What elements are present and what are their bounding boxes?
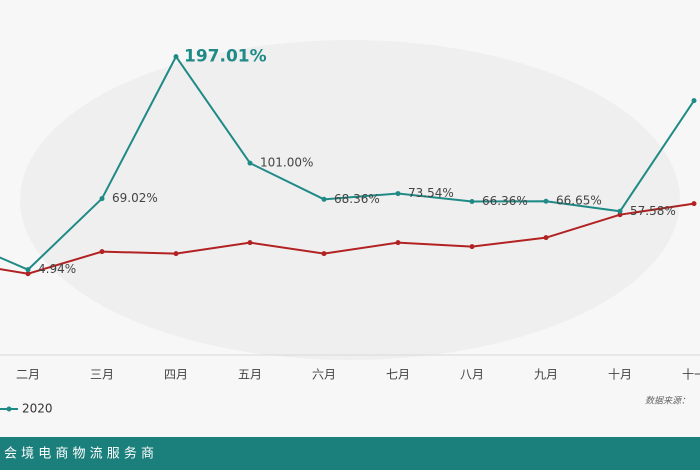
data-point xyxy=(543,198,549,204)
data-point xyxy=(173,54,179,60)
x-tick-label: 三月 xyxy=(90,368,114,382)
data-point xyxy=(691,98,697,104)
banner xyxy=(0,437,700,470)
data-point xyxy=(173,251,179,257)
map-background xyxy=(20,40,680,360)
data-point xyxy=(99,249,105,255)
x-tick-label: 八月 xyxy=(460,368,484,382)
x-tick-label: 十一 xyxy=(682,368,700,382)
value-label: 101.00% xyxy=(260,156,313,170)
value-label: 69.02% xyxy=(112,191,158,205)
data-point xyxy=(321,196,327,202)
x-tick-label: 六月 xyxy=(312,368,336,382)
data-point xyxy=(247,240,253,246)
data-point xyxy=(247,160,253,166)
source-note: 数据来源： xyxy=(645,396,690,407)
value-label: 57.58% xyxy=(630,204,676,218)
legend-swatch xyxy=(6,406,12,412)
banner-text: 会 境 电 商 物 流 服 务 商 xyxy=(4,446,154,462)
data-point xyxy=(25,271,31,277)
data-point xyxy=(469,199,475,205)
legend-label: 2020 xyxy=(22,402,53,416)
data-point xyxy=(469,244,475,250)
data-point xyxy=(321,251,327,257)
data-point xyxy=(617,208,623,214)
x-tick-label: 五月 xyxy=(238,368,262,382)
data-point xyxy=(543,235,549,241)
data-point xyxy=(99,196,105,202)
data-point xyxy=(395,240,401,246)
data-point xyxy=(691,201,697,207)
x-tick-label: 四月 xyxy=(164,368,188,382)
value-label: 66.65% xyxy=(556,194,602,208)
data-point xyxy=(395,191,401,197)
value-label: 4.94% xyxy=(38,262,76,276)
x-tick-label: 二月 xyxy=(16,368,40,382)
value-label: 73.54% xyxy=(408,186,454,200)
value-label: 68.36% xyxy=(334,192,380,206)
x-tick-label: 十月 xyxy=(608,368,632,382)
data-point xyxy=(25,267,31,273)
value-label: 197.01% xyxy=(184,47,267,67)
value-label: 66.36% xyxy=(482,194,528,208)
x-tick-label: 七月 xyxy=(386,368,410,382)
x-tick-label: 九月 xyxy=(534,368,558,382)
data-point xyxy=(617,212,623,218)
